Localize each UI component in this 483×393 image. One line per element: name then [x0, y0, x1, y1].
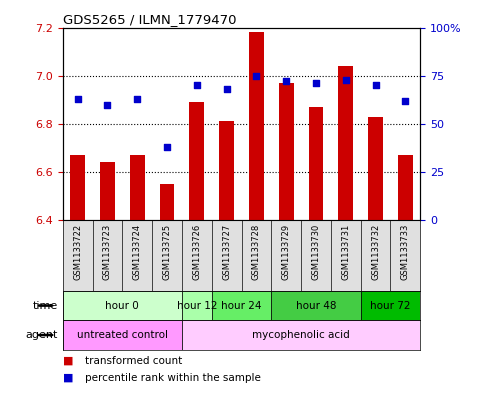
Bar [368, 117, 383, 220]
Bar [398, 155, 413, 220]
Text: transformed count: transformed count [85, 356, 182, 366]
Bar [279, 83, 294, 220]
Text: ■: ■ [63, 373, 73, 383]
Text: agent: agent [26, 330, 58, 340]
Point [193, 82, 201, 88]
Bar [271, 291, 361, 320]
Bar [249, 32, 264, 220]
Text: hour 72: hour 72 [370, 301, 411, 310]
Bar [338, 66, 353, 220]
Point [401, 97, 409, 104]
Bar [100, 162, 115, 220]
Text: GDS5265 / ILMN_1779470: GDS5265 / ILMN_1779470 [63, 13, 236, 26]
Text: GSM1133722: GSM1133722 [73, 224, 82, 280]
Point [372, 82, 380, 88]
Text: hour 0: hour 0 [105, 301, 139, 310]
Text: ■: ■ [63, 356, 73, 366]
Bar [63, 291, 182, 320]
Text: untreated control: untreated control [77, 330, 168, 340]
Bar [130, 155, 145, 220]
Point [133, 95, 141, 102]
Point [342, 76, 350, 83]
Text: GSM1133729: GSM1133729 [282, 224, 291, 280]
Bar [70, 155, 85, 220]
Bar [189, 102, 204, 220]
Text: hour 48: hour 48 [296, 301, 336, 310]
Text: GSM1133733: GSM1133733 [401, 224, 410, 280]
Text: GSM1133730: GSM1133730 [312, 224, 320, 280]
Text: GSM1133723: GSM1133723 [103, 224, 112, 280]
Point [104, 101, 112, 108]
Text: GSM1133725: GSM1133725 [163, 224, 171, 280]
Text: percentile rank within the sample: percentile rank within the sample [85, 373, 260, 383]
Point [74, 95, 82, 102]
Text: time: time [33, 301, 58, 310]
Point [312, 80, 320, 86]
Bar [182, 320, 420, 350]
Text: GSM1133726: GSM1133726 [192, 224, 201, 280]
Bar [182, 291, 212, 320]
Bar [63, 320, 182, 350]
Text: hour 24: hour 24 [221, 301, 262, 310]
Text: GSM1133728: GSM1133728 [252, 224, 261, 280]
Text: GSM1133732: GSM1133732 [371, 224, 380, 280]
Bar [309, 107, 324, 220]
Text: hour 12: hour 12 [177, 301, 217, 310]
Text: GSM1133724: GSM1133724 [133, 224, 142, 280]
Text: GSM1133731: GSM1133731 [341, 224, 350, 280]
Bar [361, 291, 420, 320]
Point [253, 72, 260, 79]
Bar [159, 184, 174, 220]
Bar [212, 291, 271, 320]
Text: GSM1133727: GSM1133727 [222, 224, 231, 280]
Point [223, 86, 230, 92]
Point [282, 78, 290, 84]
Bar [219, 121, 234, 220]
Point [163, 144, 171, 150]
Text: mycophenolic acid: mycophenolic acid [252, 330, 350, 340]
